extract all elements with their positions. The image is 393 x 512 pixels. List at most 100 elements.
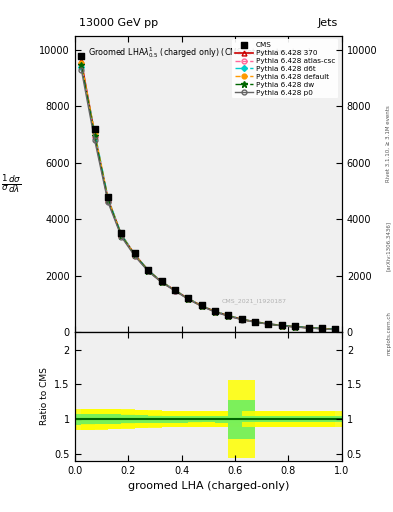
Pythia 6.428 default [106,196,110,202]
Pythia 6.428 d6t [226,312,231,318]
Pythia 6.428 d6t [173,287,177,293]
Pythia 6.428 atlas-csc [266,321,271,327]
Pythia 6.428 370 [306,325,311,331]
Pythia 6.428 d6t [79,64,84,70]
Pythia 6.428 default [79,59,84,66]
Pythia 6.428 atlas-csc [186,296,191,302]
Pythia 6.428 370 [159,279,164,285]
Pythia 6.428 d6t [253,319,257,325]
Pythia 6.428 d6t [333,326,338,332]
Pythia 6.428 default [306,325,311,331]
Pythia 6.428 d6t [106,195,110,201]
Pythia 6.428 default [279,323,284,329]
Pythia 6.428 d6t [306,325,311,331]
Pythia 6.428 p0 [333,327,338,333]
Pythia 6.428 dw [320,326,324,332]
CMS [319,324,325,332]
Pythia 6.428 atlas-csc [226,313,231,319]
Pythia 6.428 370 [92,132,97,138]
Pythia 6.428 dw [213,309,217,315]
Pythia 6.428 atlas-csc [333,327,338,333]
Text: mcplots.cern.ch: mcplots.cern.ch [386,311,391,355]
Pythia 6.428 370 [226,313,231,319]
Pythia 6.428 p0 [239,316,244,323]
Pythia 6.428 d6t [213,308,217,314]
Line: Pythia 6.428 dw: Pythia 6.428 dw [78,62,338,333]
Pythia 6.428 p0 [199,303,204,309]
Pythia 6.428 370 [79,58,84,65]
CMS [252,317,258,326]
CMS [105,193,111,201]
Pythia 6.428 p0 [146,268,151,274]
Pythia 6.428 atlas-csc [306,325,311,331]
Pythia 6.428 default [92,130,97,136]
Pythia 6.428 default [186,296,191,302]
Pythia 6.428 p0 [306,325,311,331]
Text: [arXiv:1306.3436]: [arXiv:1306.3436] [386,221,391,271]
Pythia 6.428 p0 [159,279,164,285]
Pythia 6.428 370 [106,197,110,203]
Pythia 6.428 atlas-csc [199,303,204,309]
Pythia 6.428 p0 [253,319,257,325]
Y-axis label: Ratio to CMS: Ratio to CMS [40,368,49,425]
Pythia 6.428 atlas-csc [213,309,217,315]
Line: Pythia 6.428 370: Pythia 6.428 370 [79,59,338,332]
Pythia 6.428 d6t [279,323,284,329]
Pythia 6.428 dw [173,287,177,293]
Pythia 6.428 p0 [226,313,231,319]
Pythia 6.428 dw [226,313,231,319]
Pythia 6.428 d6t [293,324,298,330]
Pythia 6.428 370 [132,251,137,258]
Pythia 6.428 atlas-csc [293,324,298,330]
Text: Groomed LHA$\lambda^1_{0.5}$ (charged only) (CMS jet substructure): Groomed LHA$\lambda^1_{0.5}$ (charged on… [88,45,312,59]
Pythia 6.428 370 [239,316,244,322]
Pythia 6.428 atlas-csc [92,135,97,141]
Pythia 6.428 dw [333,327,338,333]
Pythia 6.428 dw [279,323,284,329]
CMS [158,278,165,286]
CMS [279,321,285,329]
Pythia 6.428 p0 [213,309,217,315]
Pythia 6.428 d6t [92,129,97,135]
CMS [292,322,298,330]
Pythia 6.428 dw [146,268,151,274]
Pythia 6.428 dw [119,232,124,239]
Pythia 6.428 370 [333,326,338,332]
Pythia 6.428 p0 [119,234,124,240]
Pythia 6.428 370 [173,287,177,293]
Pythia 6.428 atlas-csc [119,233,124,240]
Pythia 6.428 d6t [119,231,124,238]
Pythia 6.428 370 [279,323,284,329]
Pythia 6.428 dw [186,296,191,302]
Line: Pythia 6.428 atlas-csc: Pythia 6.428 atlas-csc [79,61,338,332]
Pythia 6.428 dw [132,252,137,259]
Line: Pythia 6.428 default: Pythia 6.428 default [79,60,338,332]
Pythia 6.428 p0 [293,324,298,330]
Pythia 6.428 d6t [320,326,324,332]
Pythia 6.428 atlas-csc [320,326,324,332]
Pythia 6.428 default [159,279,164,285]
CMS [185,294,191,303]
Pythia 6.428 dw [79,62,84,69]
Pythia 6.428 370 [253,319,257,325]
Pythia 6.428 370 [186,295,191,302]
Pythia 6.428 p0 [106,199,110,205]
CMS [145,266,151,274]
Pythia 6.428 p0 [173,288,177,294]
Pythia 6.428 370 [119,232,124,238]
CMS [225,311,231,319]
CMS [118,229,125,238]
CMS [212,307,218,315]
Pythia 6.428 atlas-csc [146,268,151,274]
Pythia 6.428 dw [253,319,257,325]
Text: CMS_2021_I1920187: CMS_2021_I1920187 [222,298,286,304]
Pythia 6.428 default [132,252,137,258]
Pythia 6.428 atlas-csc [173,287,177,293]
Pythia 6.428 default [146,267,151,273]
Pythia 6.428 d6t [186,295,191,302]
Pythia 6.428 atlas-csc [106,198,110,204]
CMS [239,315,245,323]
Pythia 6.428 atlas-csc [239,316,244,323]
CMS [132,249,138,258]
Pythia 6.428 370 [293,324,298,330]
